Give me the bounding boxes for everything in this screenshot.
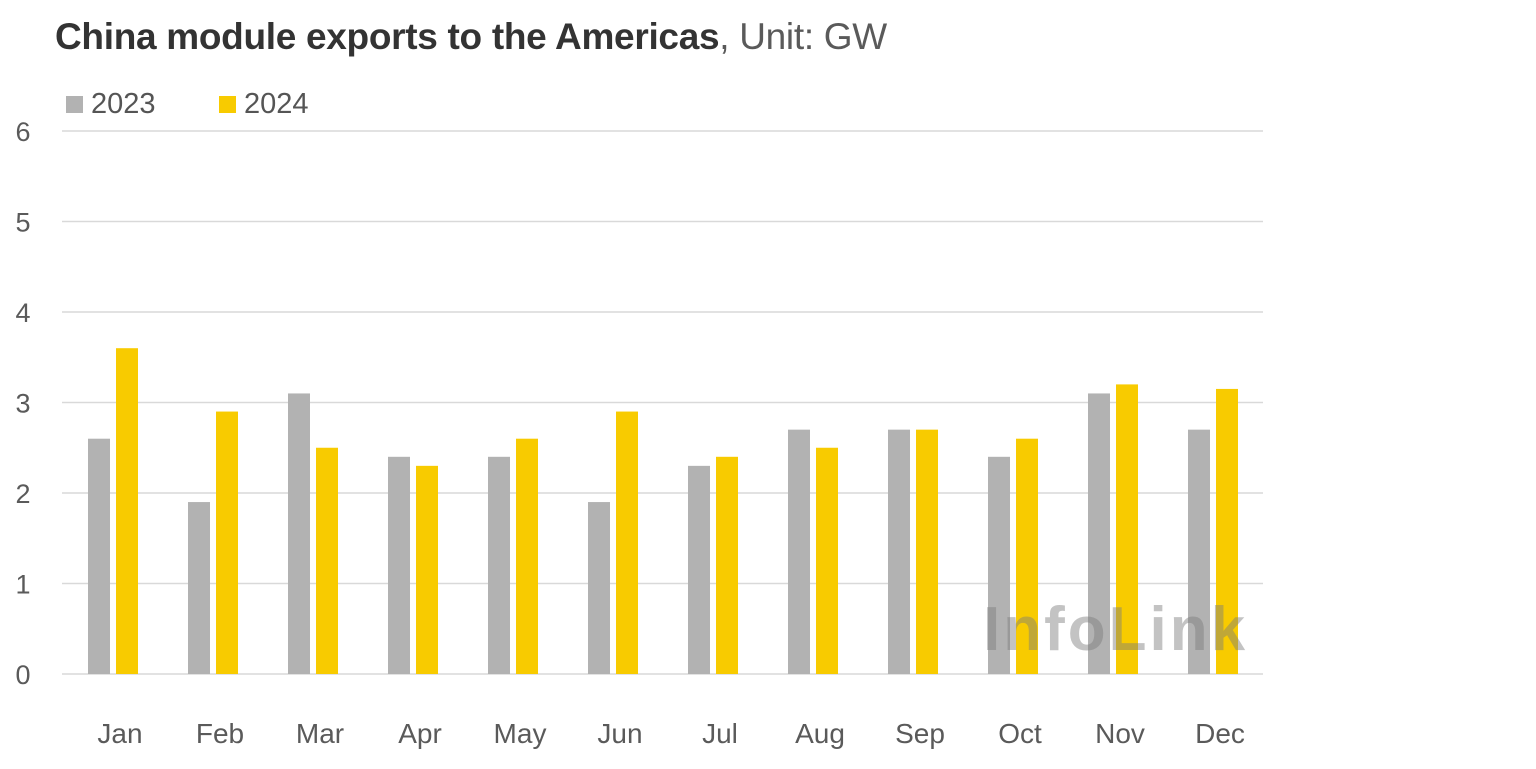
- legend-label-2024: 2024: [244, 88, 309, 120]
- x-axis-ticks: Jan Feb Mar Apr May Jun Jul Aug Sep Oct Nov Dec: [97, 718, 1244, 749]
- y-tick-label-2: 2: [15, 479, 30, 509]
- x-tick-label-nov: Nov: [1095, 718, 1145, 749]
- y-tick-label-0: 0: [15, 660, 30, 690]
- bar-2024-apr: [416, 465, 438, 674]
- bars: [88, 348, 1238, 674]
- bar-2023-jun: [588, 502, 610, 674]
- legend-item-2023: 2023: [66, 86, 156, 122]
- chart-title-unit: , Unit: GW: [719, 16, 887, 57]
- gridlines: [62, 130, 1263, 675]
- x-tick-label-jan: Jan: [97, 718, 142, 749]
- bar-2024-feb: [216, 411, 238, 674]
- bar-2023-apr: [388, 456, 410, 674]
- bar-2024-mar: [316, 447, 338, 674]
- legend-item-2024: 2024: [219, 86, 309, 122]
- y-tick-label-4: 4: [15, 298, 30, 328]
- y-tick-label-5: 5: [15, 208, 30, 238]
- x-tick-label-jun: Jun: [597, 718, 642, 749]
- x-tick-label-feb: Feb: [196, 718, 244, 749]
- y-axis-ticks: 0 1 2 3 4 5 6: [15, 117, 30, 690]
- x-tick-label-jul: Jul: [702, 718, 738, 749]
- x-tick-label-dec: Dec: [1195, 718, 1245, 749]
- bar-2023-mar: [288, 393, 310, 674]
- bar-2024-aug: [816, 447, 838, 674]
- bar-2023-aug: [788, 429, 810, 674]
- x-tick-label-oct: Oct: [998, 718, 1042, 749]
- bar-2023-may: [488, 456, 510, 674]
- x-tick-label-mar: Mar: [296, 718, 344, 749]
- bar-2024-oct: [1016, 438, 1038, 674]
- y-tick-label-1: 1: [15, 570, 30, 600]
- bar-2023-oct: [988, 456, 1010, 674]
- bar-2024-dec: [1216, 388, 1238, 674]
- bar-2023-dec: [1188, 429, 1210, 674]
- x-tick-label-apr: Apr: [398, 718, 442, 749]
- legend-swatch-2024: [219, 95, 236, 113]
- bar-2024-jun: [616, 411, 638, 674]
- x-tick-label-aug: Aug: [795, 718, 845, 749]
- bar-2023-nov: [1088, 393, 1110, 674]
- bar-2023-feb: [188, 502, 210, 674]
- y-tick-label-3: 3: [15, 389, 30, 419]
- bar-2023-jan: [88, 438, 110, 674]
- bar-2024-jan: [116, 348, 138, 674]
- chart-title-main: China module exports to the Americas: [55, 16, 720, 57]
- legend-label-2023: 2023: [91, 88, 156, 120]
- legend-swatch-2023: [66, 95, 83, 113]
- y-tick-label-6: 6: [15, 117, 30, 147]
- bar-2024-may: [516, 438, 538, 674]
- x-tick-label-may: May: [494, 718, 547, 749]
- bar-2024-jul: [716, 456, 738, 674]
- bar-2024-sep: [916, 429, 938, 674]
- bar-2024-nov: [1116, 384, 1138, 674]
- bar-2023-sep: [888, 429, 910, 674]
- x-tick-label-sep: Sep: [895, 718, 945, 749]
- chart-title: China module exports to the Americas, Un…: [55, 14, 887, 60]
- bar-2023-jul: [688, 465, 710, 674]
